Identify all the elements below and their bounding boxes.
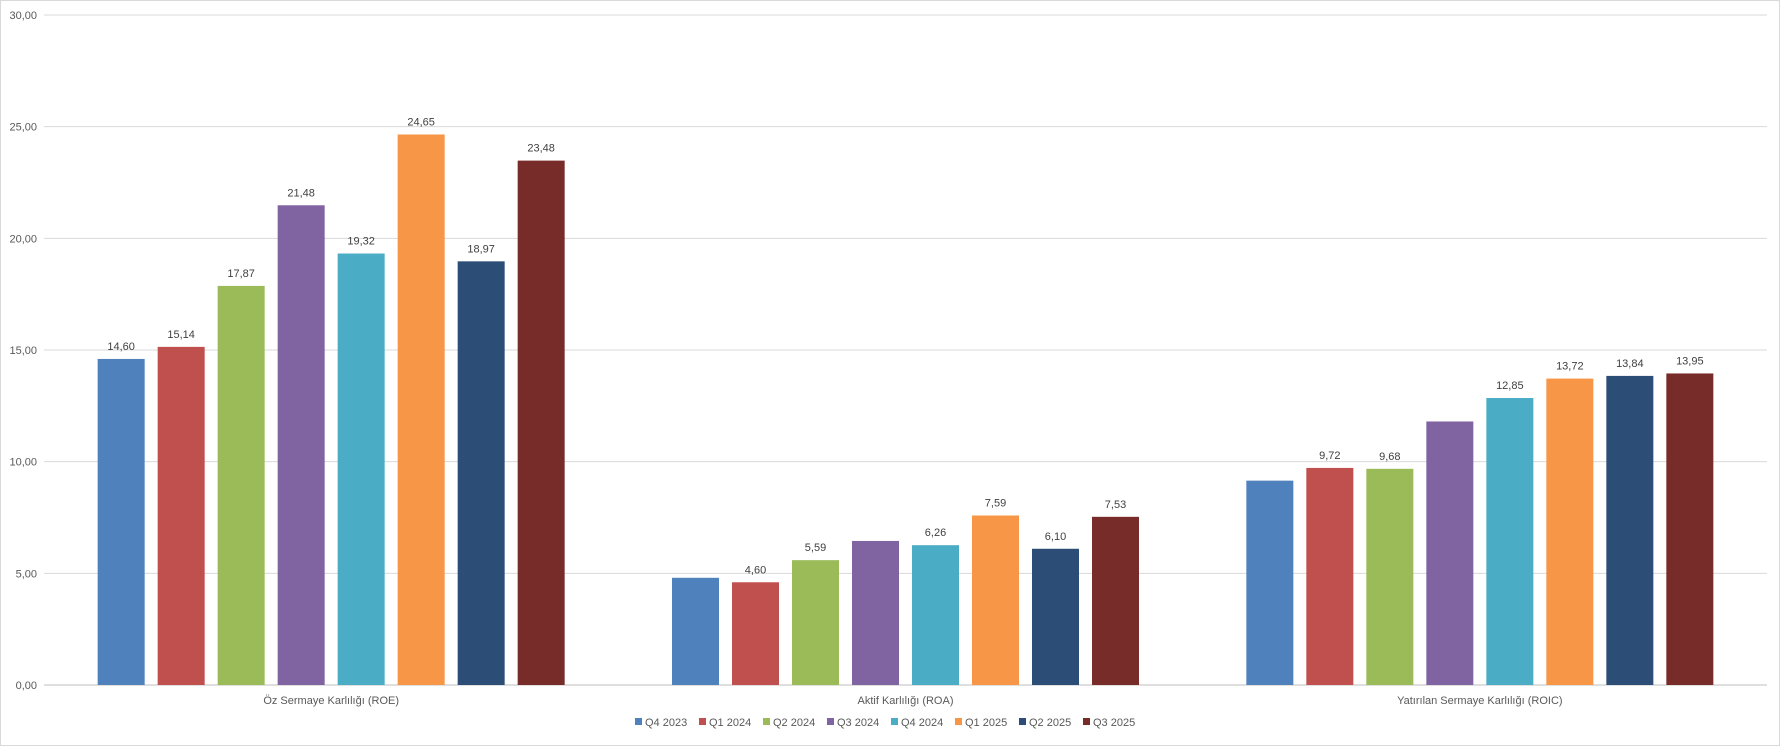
x-category-label: Aktif Karlılığı (ROA)	[858, 695, 954, 707]
y-tick-label: 30,00	[9, 10, 37, 22]
data-label: 15,14	[167, 329, 195, 341]
bar	[672, 577, 719, 685]
y-tick-label: 25,00	[9, 122, 37, 134]
legend-swatch	[699, 718, 706, 725]
bar	[277, 205, 325, 685]
y-tick-label: 0,00	[16, 680, 37, 692]
data-label: 12,85	[1496, 380, 1524, 392]
bar	[1306, 467, 1354, 685]
data-labels: 14,60 15,14 17,87 21,48 19,32 24,65 18,97 23,48…	[107, 116, 1703, 576]
legend-swatch	[827, 718, 834, 725]
legend-label: Q3 2025	[1093, 717, 1135, 729]
y-tick-label: 10,00	[9, 457, 37, 469]
data-label: 19,32	[347, 236, 375, 248]
bar	[1486, 398, 1534, 685]
x-category-label: Yatırılan Sermaye Karlılığı (ROIC)	[1397, 695, 1562, 707]
y-axis-ticks: 0,00 5,00 10,00 15,00 20,00 25,00 30,00	[9, 10, 37, 692]
bar	[397, 134, 445, 685]
bar	[457, 261, 505, 685]
legend-label: Q1 2024	[709, 717, 751, 729]
legend-swatch	[635, 718, 642, 725]
data-label: 17,87	[227, 268, 255, 280]
data-label: 4,60	[745, 564, 766, 576]
bar	[972, 515, 1019, 685]
bar	[97, 358, 145, 685]
legend-label: Q1 2025	[965, 717, 1007, 729]
bar	[912, 545, 959, 685]
data-label: 9,72	[1319, 450, 1340, 462]
bar	[1032, 548, 1079, 685]
legend-label: Q4 2023	[645, 717, 687, 729]
legend-swatch	[763, 718, 770, 725]
gridlines	[44, 14, 1767, 686]
data-label: 18,97	[467, 243, 495, 255]
y-tick-label: 5,00	[16, 568, 37, 580]
bar	[1092, 516, 1139, 685]
data-label: 6,10	[1045, 531, 1066, 543]
bar	[337, 253, 385, 685]
legend-swatch	[955, 718, 962, 725]
data-label: 5,59	[805, 542, 826, 554]
data-label: 14,60	[107, 341, 135, 353]
bar	[792, 560, 839, 685]
legend-swatch	[1019, 718, 1026, 725]
bar	[1426, 421, 1474, 685]
legend-label: Q2 2025	[1029, 717, 1071, 729]
legend: Q4 2023 Q1 2024 Q2 2024 Q3 2024 Q4 2024 Q1 20…	[635, 717, 1135, 729]
x-axis-categories: Öz Sermaye Karlılığı (ROE) Aktif Karlılığ…	[263, 695, 1562, 707]
bar	[852, 540, 899, 685]
data-label: 21,48	[287, 187, 315, 199]
legend-label: Q2 2024	[773, 717, 815, 729]
data-label: 24,65	[407, 116, 435, 128]
legend-swatch	[1083, 718, 1090, 725]
x-category-label: Öz Sermaye Karlılığı (ROE)	[263, 695, 399, 707]
bars	[97, 134, 1714, 685]
y-tick-label: 20,00	[9, 233, 37, 245]
data-label: 13,72	[1556, 361, 1584, 373]
data-label: 23,48	[527, 143, 555, 155]
bar	[217, 285, 265, 685]
data-label: 7,59	[985, 497, 1006, 509]
bar	[1366, 468, 1414, 685]
bar	[517, 160, 565, 685]
data-label: 6,26	[925, 527, 946, 539]
bar	[1606, 375, 1654, 685]
bar	[732, 582, 779, 685]
bar	[157, 346, 205, 685]
data-label: 9,68	[1379, 451, 1400, 463]
bar	[1246, 480, 1294, 685]
legend-label: Q4 2024	[901, 717, 943, 729]
data-label: 13,84	[1616, 358, 1644, 370]
y-tick-label: 15,00	[9, 345, 37, 357]
data-label: 13,95	[1676, 355, 1704, 367]
bar	[1666, 373, 1714, 685]
bar	[1546, 378, 1594, 685]
legend-swatch	[891, 718, 898, 725]
data-label: 7,53	[1105, 499, 1126, 511]
legend-label: Q3 2024	[837, 717, 879, 729]
